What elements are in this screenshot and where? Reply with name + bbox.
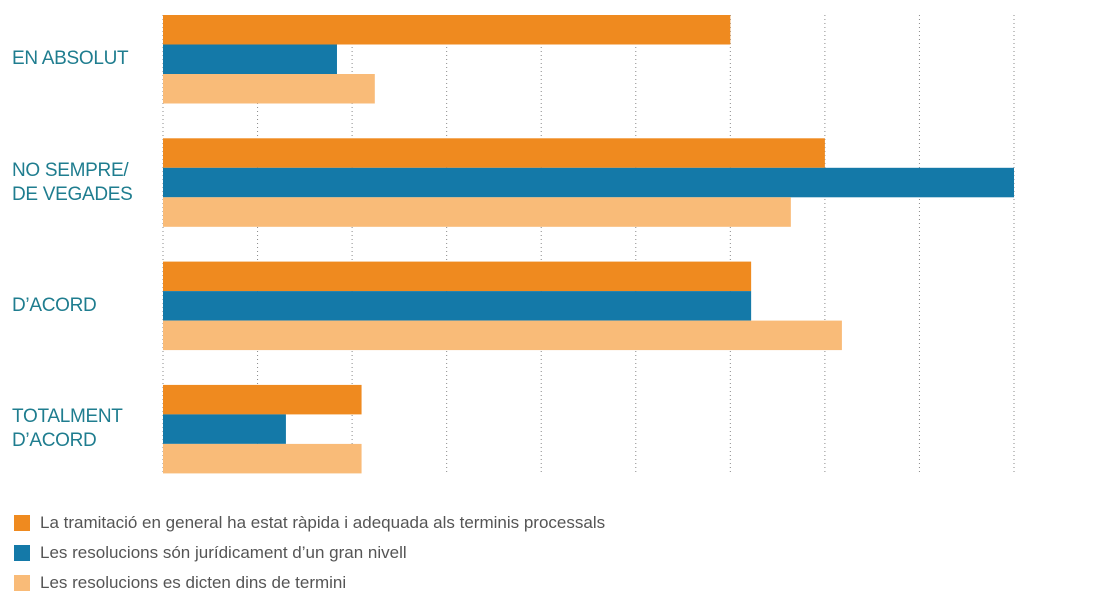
bar: [163, 443, 362, 474]
legend-swatch: [14, 575, 30, 591]
bar: [163, 44, 337, 74]
bar: [163, 291, 752, 321]
bar: [163, 167, 1014, 198]
category-label: NO SEMPRE/ DE VEGADES: [12, 159, 133, 205]
bar: [163, 414, 286, 444]
bar: [163, 197, 791, 227]
legend-label: La tramitació en general ha estat ràpida…: [40, 513, 606, 532]
bar: [163, 138, 825, 168]
bar: [163, 261, 752, 292]
category-label: TOTALMENT D’ACORD: [12, 406, 123, 452]
bar: [163, 384, 362, 415]
category-label: D’ACORD: [12, 294, 97, 316]
bar: [163, 320, 842, 351]
legend-item: Les resolucions són jurídicament d’un gr…: [14, 542, 407, 564]
legend-item: La tramitació en general ha estat ràpida…: [14, 512, 605, 534]
category-label: EN ABSOLUT: [12, 48, 129, 70]
bar: [163, 74, 375, 104]
legend-label: Les resolucions són jurídicament d’un gr…: [40, 543, 407, 562]
legend-swatch: [14, 515, 30, 531]
bar: [163, 15, 731, 45]
legend-swatch: [14, 545, 30, 561]
legend-item: Les resolucions es dicten dins de termin…: [14, 572, 346, 594]
legend-label: Les resolucions es dicten dins de termin…: [40, 573, 347, 592]
